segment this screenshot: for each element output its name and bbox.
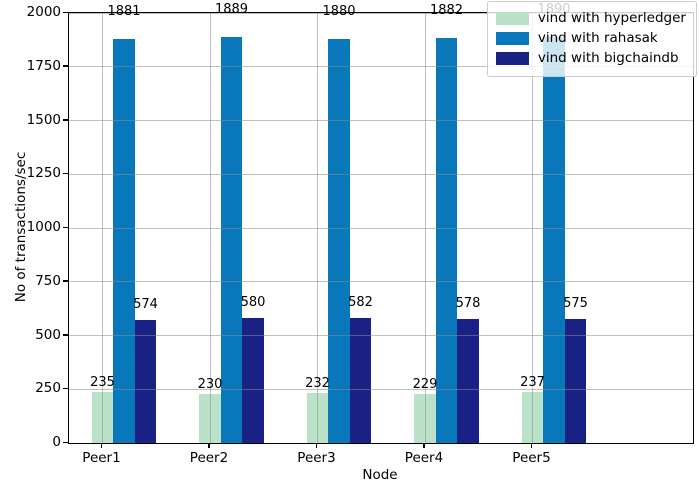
x-tick-mark — [100, 443, 103, 448]
plot-area: 235 1881 574 230 1889 580 232 1880 582 229 1882 578… — [68, 2, 694, 444]
y-tick-mark — [63, 11, 68, 13]
y-tick-mark — [63, 441, 68, 443]
bar-vind-with-rahasak-Peer1 — [113, 38, 135, 443]
legend-label: vind with rahasak — [537, 30, 658, 46]
bar-value-label: 575 — [563, 296, 588, 312]
y-tick-mark — [63, 119, 68, 121]
y-tick-label: 2000 — [26, 4, 61, 20]
bar-value-label: 237 — [520, 375, 545, 391]
y-tick-mark — [63, 226, 68, 228]
y-tick-label: 250 — [35, 380, 61, 397]
bar-vind-with-bigchaindb-Peer2 — [242, 318, 264, 443]
y-tick-label: 750 — [35, 272, 61, 289]
y-tick-mark — [63, 172, 68, 175]
gridline-horizontal — [69, 66, 693, 68]
y-tick-label: 500 — [35, 326, 61, 343]
x-tick-label: Peer4 — [404, 450, 444, 466]
gridline-horizontal — [69, 227, 693, 229]
bar-vind-with-rahasak-Peer2 — [220, 36, 243, 443]
legend-item: vind with bigchaindb — [495, 50, 686, 67]
bar-value-label: 232 — [305, 376, 330, 392]
x-tick-mark — [530, 443, 533, 448]
y-tick-label: 1750 — [26, 57, 61, 74]
x-tick-mark — [208, 443, 210, 448]
gridline-vertical — [317, 13, 318, 443]
gridline-horizontal — [69, 173, 693, 175]
bar-value-label: 229 — [412, 376, 438, 392]
bar-value-label: 574 — [133, 296, 158, 312]
x-tick-mark — [315, 443, 318, 448]
gridline-horizontal — [69, 120, 693, 121]
gridline-vertical — [424, 13, 426, 443]
x-tick-label: Peer2 — [189, 450, 229, 466]
bar-value-label: 235 — [90, 375, 115, 391]
bar-vind-with-rahasak-Peer5 — [543, 36, 565, 443]
bar-value-label: 1882 — [429, 3, 464, 19]
bar-value-label: 230 — [197, 376, 223, 392]
legend-swatch-vind-with-rahasak — [495, 32, 529, 45]
bar-vind-with-rahasak-Peer3 — [328, 38, 350, 443]
bar-vind-with-bigchaindb-Peer1 — [134, 319, 157, 443]
x-tick-label: Peer5 — [512, 450, 551, 466]
gridline-vertical — [532, 13, 533, 443]
bar-value-label: 1880 — [322, 3, 356, 19]
y-tick-label: 1250 — [26, 165, 61, 182]
legend-label: vind with hyperledger — [537, 10, 686, 26]
legend-swatch-vind-with-bigchaindb — [495, 52, 529, 65]
x-tick-label: Peer3 — [297, 450, 336, 466]
gridline-vertical — [209, 13, 211, 443]
gridline-horizontal — [69, 12, 693, 14]
bar-vind-with-bigchaindb-Peer3 — [349, 317, 372, 443]
x-axis-label: Node — [362, 467, 398, 483]
legend: vind with hyperledger vind with rahasak vi… — [486, 1, 697, 77]
legend-swatch-vind-with-hyperledger — [495, 12, 529, 25]
bar-value-label: 578 — [455, 295, 481, 311]
legend-item: vind with rahasak — [495, 30, 686, 47]
y-tick-label: 1500 — [26, 111, 61, 128]
y-tick-mark — [63, 280, 68, 282]
bar-value-label: 582 — [348, 294, 373, 310]
y-tick-mark — [63, 65, 68, 67]
y-tick-mark — [63, 387, 68, 390]
legend-label: vind with bigchaindb — [537, 50, 679, 66]
y-tick-mark — [63, 334, 68, 336]
bar-value-label: 1889 — [214, 1, 249, 17]
gridline-horizontal — [69, 335, 693, 336]
bar-value-label: 1881 — [107, 3, 141, 19]
legend-item: vind with hyperledger — [495, 10, 686, 27]
gridline-vertical — [102, 13, 103, 443]
y-tick-label: 1000 — [26, 219, 61, 235]
bar-vind-with-bigchaindb-Peer4 — [457, 318, 479, 443]
x-tick-label: Peer1 — [82, 450, 121, 466]
bar-vind-with-bigchaindb-Peer5 — [564, 319, 587, 443]
y-tick-label: 0 — [52, 434, 61, 450]
bar-vind-with-rahasak-Peer4 — [435, 38, 458, 443]
gridline-horizontal — [69, 281, 693, 283]
bar-value-label: 580 — [240, 295, 266, 311]
gridline-horizontal — [69, 388, 693, 390]
x-tick-mark — [423, 443, 425, 448]
